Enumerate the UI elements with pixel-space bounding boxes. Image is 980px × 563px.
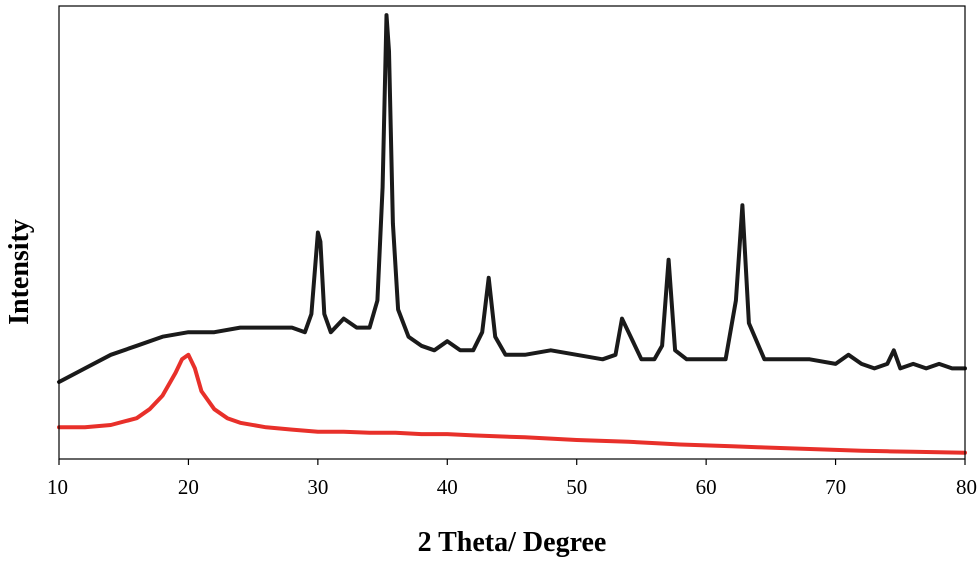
x-axis-title: 2 Theta/ Degree <box>418 527 607 558</box>
series-line-2 <box>57 352 967 455</box>
x-tick-label: 30 <box>307 475 328 499</box>
series-layer <box>57 13 967 455</box>
x-tick-label: 60 <box>696 475 717 499</box>
axis-layer: 10 20 30 40 50 60 70 80 <box>47 5 977 499</box>
x-tick-label: 10 <box>47 475 68 499</box>
x-tick-label: 40 <box>437 475 458 499</box>
x-tick-label: 70 <box>825 475 846 499</box>
y-axis-title: Intensity <box>4 219 35 325</box>
x-tick-label: 50 <box>566 475 587 499</box>
plot-frame <box>58 5 966 460</box>
series-line-1 <box>57 13 967 384</box>
x-tick-label: 80 <box>956 475 977 499</box>
x-tick-label: 20 <box>178 475 199 499</box>
